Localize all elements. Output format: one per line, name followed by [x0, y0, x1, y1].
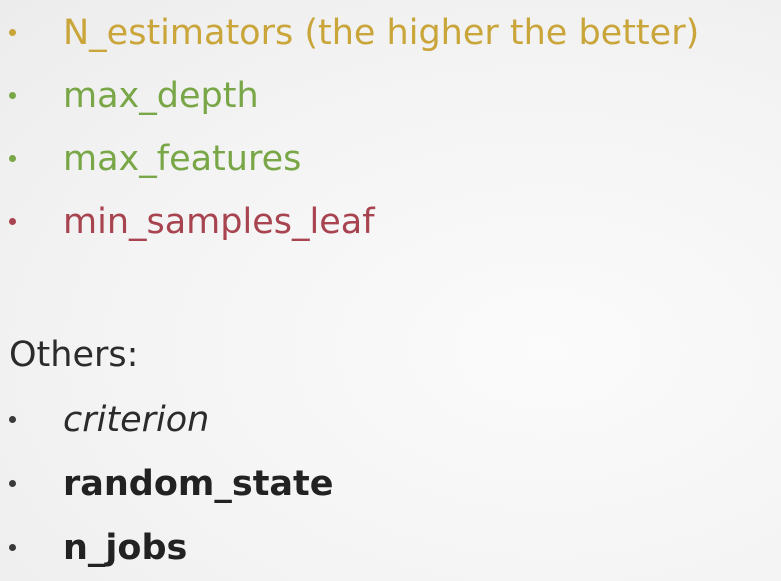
bullet-icon — [9, 29, 16, 36]
list-item-text: min_samples_leaf — [63, 202, 375, 242]
others-list: criterion random_state n_jobs — [0, 388, 781, 580]
bullet-icon — [9, 480, 16, 487]
bullet-icon — [9, 218, 16, 225]
others-heading: Others: — [9, 335, 139, 375]
bullet-icon — [9, 92, 16, 99]
list-item-n-estimators: N_estimators (the higher the better) — [0, 2, 781, 65]
list-item-text: n_jobs — [63, 528, 188, 568]
list-item-min-samples-leaf: min_samples_leaf — [0, 191, 781, 254]
bullet-icon — [9, 544, 16, 551]
list-item-text: criterion — [63, 400, 210, 440]
list-item-criterion: criterion — [0, 388, 781, 452]
list-item-text: random_state — [63, 464, 334, 504]
bullet-icon — [9, 416, 16, 423]
list-item-text: max_depth — [63, 76, 259, 116]
bullet-icon — [9, 155, 16, 162]
list-item-max-features: max_features — [0, 128, 781, 191]
list-item-max-depth: max_depth — [0, 65, 781, 128]
list-item-text: N_estimators (the higher the better) — [63, 13, 700, 53]
list-item-text: max_features — [63, 139, 302, 179]
list-item-random-state: random_state — [0, 452, 781, 516]
hyperparameter-list: N_estimators (the higher the better) max… — [0, 2, 781, 254]
list-item-n-jobs: n_jobs — [0, 516, 781, 580]
